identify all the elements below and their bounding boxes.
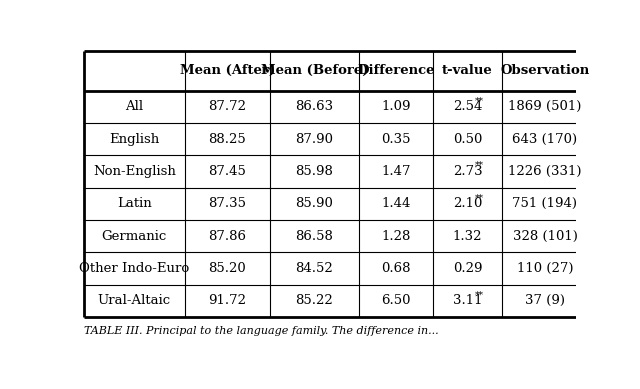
Text: Difference: Difference [357, 64, 435, 77]
Text: **: ** [474, 161, 483, 170]
Text: 328 (101): 328 (101) [513, 230, 577, 243]
Text: 1869 (501): 1869 (501) [508, 100, 582, 113]
Text: 87.45: 87.45 [208, 165, 246, 178]
Text: Mean (After): Mean (After) [180, 64, 275, 77]
Text: 87.35: 87.35 [208, 197, 246, 210]
Text: **: ** [474, 193, 483, 202]
Text: Mean (Before): Mean (Before) [260, 64, 368, 77]
Text: 37 (9): 37 (9) [525, 294, 565, 307]
Text: 110 (27): 110 (27) [516, 262, 573, 275]
Text: t-value: t-value [442, 64, 493, 77]
Text: Other Indo-Euro: Other Indo-Euro [79, 262, 189, 275]
Text: 2.10: 2.10 [453, 197, 482, 210]
Text: 1.09: 1.09 [381, 100, 411, 113]
Text: 1.47: 1.47 [381, 165, 411, 178]
Text: 87.86: 87.86 [208, 230, 246, 243]
Text: 84.52: 84.52 [296, 262, 333, 275]
Text: 2.54: 2.54 [453, 100, 482, 113]
Text: 87.72: 87.72 [208, 100, 246, 113]
Text: 85.20: 85.20 [209, 262, 246, 275]
Text: 86.58: 86.58 [296, 230, 333, 243]
Text: **: ** [474, 96, 483, 105]
Text: 0.50: 0.50 [453, 133, 482, 145]
Text: 6.50: 6.50 [381, 294, 411, 307]
Text: 1.32: 1.32 [452, 230, 483, 243]
Text: 1226 (331): 1226 (331) [508, 165, 582, 178]
Text: Observation: Observation [500, 64, 589, 77]
Text: Germanic: Germanic [102, 230, 167, 243]
Text: 1.44: 1.44 [381, 197, 410, 210]
Text: 85.98: 85.98 [296, 165, 333, 178]
Text: Ural-Altaic: Ural-Altaic [98, 294, 171, 307]
Text: TABLE III. Principal to the language family. The difference in...: TABLE III. Principal to the language fam… [84, 326, 438, 336]
Text: 751 (194): 751 (194) [513, 197, 577, 210]
Text: 86.63: 86.63 [296, 100, 333, 113]
Text: Non-English: Non-English [93, 165, 176, 178]
Text: 0.35: 0.35 [381, 133, 411, 145]
Text: 1.28: 1.28 [381, 230, 410, 243]
Text: 91.72: 91.72 [208, 294, 246, 307]
Text: Latin: Latin [117, 197, 152, 210]
Text: 85.90: 85.90 [296, 197, 333, 210]
Text: 0.29: 0.29 [452, 262, 483, 275]
Text: 3.11: 3.11 [452, 294, 483, 307]
Text: 85.22: 85.22 [296, 294, 333, 307]
Text: 643 (170): 643 (170) [513, 133, 577, 145]
Text: 0.68: 0.68 [381, 262, 411, 275]
Text: All: All [125, 100, 143, 113]
Text: English: English [109, 133, 159, 145]
Text: **: ** [474, 291, 483, 300]
Text: 2.73: 2.73 [452, 165, 483, 178]
Text: 87.90: 87.90 [296, 133, 333, 145]
Text: 88.25: 88.25 [209, 133, 246, 145]
